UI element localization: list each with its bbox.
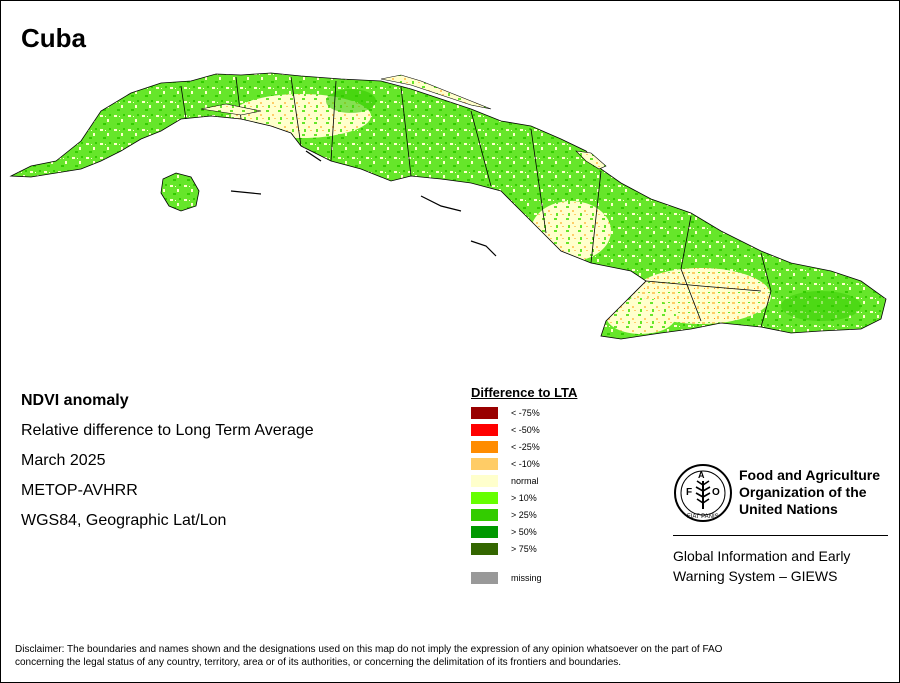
legend-swatch bbox=[471, 441, 498, 453]
disclaimer: Disclaimer: The boundaries and names sho… bbox=[15, 643, 885, 669]
fao-name-line-3: United Nations bbox=[739, 501, 838, 517]
legend-label: > 50% bbox=[511, 527, 537, 537]
legend-label: > 10% bbox=[511, 493, 537, 503]
fao-logo-icon: F A O FIAT PANIS bbox=[674, 464, 732, 522]
giews-label: Global Information and Early Warning Sys… bbox=[673, 546, 893, 586]
legend: Difference to LTA < -75% < -50% < -25% < -1… bbox=[471, 385, 578, 584]
legend-item: < -75% bbox=[471, 405, 577, 422]
legend-swatch bbox=[471, 492, 498, 504]
legend-item: > 10% bbox=[471, 490, 577, 507]
info-description: Relative difference to Long Term Average bbox=[21, 422, 314, 439]
legend-swatch-missing bbox=[471, 572, 498, 584]
legend-item: > 75% bbox=[471, 541, 577, 558]
map-title: Cuba bbox=[21, 23, 86, 53]
legend-swatch bbox=[471, 424, 498, 436]
info-product: NDVI anomaly bbox=[21, 392, 129, 409]
legend-swatch bbox=[471, 407, 498, 419]
legend-label: < -10% bbox=[511, 459, 540, 469]
isla-de-la-juventud bbox=[160, 172, 200, 212]
legend-label: > 25% bbox=[511, 510, 537, 520]
legend-item: normal bbox=[471, 473, 577, 490]
legend-item: > 50% bbox=[471, 524, 577, 541]
fao-name-line-1: Food and Agriculture bbox=[739, 467, 881, 483]
cays bbox=[200, 74, 607, 170]
legend-swatch bbox=[471, 526, 498, 538]
disclaimer-line-1: Disclaimer: The boundaries and names sho… bbox=[15, 644, 723, 655]
legend-swatch bbox=[471, 509, 498, 521]
info-sensor: METOP-AVHRR bbox=[21, 482, 138, 499]
info-period: March 2025 bbox=[21, 452, 106, 469]
divider bbox=[673, 535, 888, 536]
legend-label: < -75% bbox=[511, 408, 540, 418]
legend-item: < -10% bbox=[471, 456, 577, 473]
legend-label-missing: missing bbox=[511, 573, 542, 583]
fao-logo-letter-a: A bbox=[698, 470, 705, 480]
legend-label: normal bbox=[511, 476, 539, 486]
fao-name: Food and Agriculture Organization of the… bbox=[739, 467, 899, 518]
info-projection: WGS84, Geographic Lat/Lon bbox=[21, 512, 227, 529]
legend-label: > 75% bbox=[511, 544, 537, 554]
legend-item: < -50% bbox=[471, 422, 577, 439]
fao-logo-motto: FIAT PANIS bbox=[687, 514, 719, 520]
legend-swatch bbox=[471, 458, 498, 470]
legend-item: > 25% bbox=[471, 507, 577, 524]
legend-swatch bbox=[471, 475, 498, 487]
giews-line-2: Warning System – GIEWS bbox=[673, 568, 838, 584]
disclaimer-line-2: concerning the legal status of any count… bbox=[15, 657, 622, 668]
legend-label: < -25% bbox=[511, 442, 540, 452]
fao-logo-letter-o: O bbox=[712, 487, 720, 498]
southern-keys bbox=[230, 150, 497, 257]
legend-swatch bbox=[471, 543, 498, 555]
map-info-block: NDVI anomaly Relative difference to Long… bbox=[21, 391, 314, 541]
legend-item: < -25% bbox=[471, 439, 577, 456]
legend-label: < -50% bbox=[511, 425, 540, 435]
fao-logo-letter-f: F bbox=[686, 487, 692, 498]
cuba-ndvi-map bbox=[9, 72, 887, 340]
giews-line-1: Global Information and Early bbox=[673, 548, 851, 564]
fao-name-line-2: Organization of the bbox=[739, 484, 867, 500]
legend-title: Difference to LTA bbox=[471, 385, 578, 400]
legend-items: < -75% < -50% < -25% < -10% normal > 10% > 25%… bbox=[471, 405, 577, 558]
